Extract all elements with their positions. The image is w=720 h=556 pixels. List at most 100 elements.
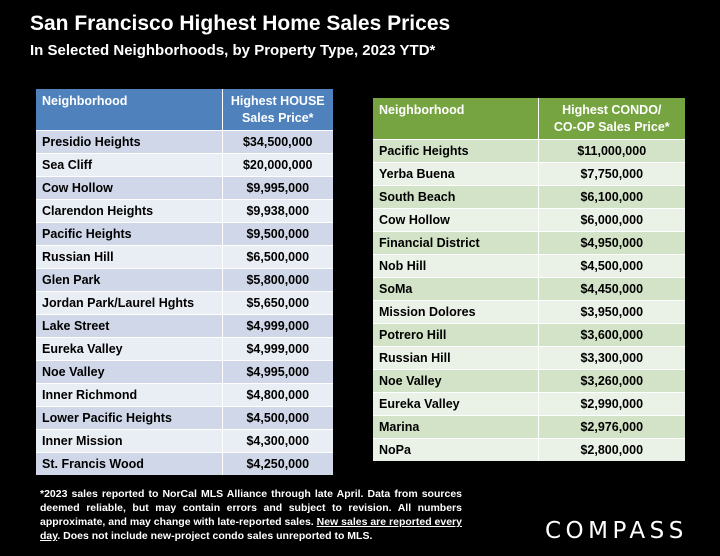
price-cell: $6,000,000 <box>537 208 685 232</box>
price-cell: $7,750,000 <box>537 162 685 186</box>
price-cell: $34,500,000 <box>221 130 333 154</box>
price-cell: $4,999,000 <box>221 314 333 338</box>
table-row: Eureka Valley $2,990,000 <box>373 392 685 416</box>
neighborhood-cell: Russian Hill <box>36 245 222 269</box>
neighborhood-cell: Glen Park <box>36 268 222 292</box>
condo-col-price-header-line2: CO-OP Sales Price* <box>553 120 670 134</box>
price-cell: $20,000,000 <box>221 153 333 177</box>
price-cell: $4,800,000 <box>221 383 333 407</box>
price-cell: $5,650,000 <box>221 291 333 315</box>
neighborhood-cell: Mission Dolores <box>373 300 538 324</box>
price-cell: $2,990,000 <box>537 392 685 416</box>
table-row: Yerba Buena $7,750,000 <box>373 162 685 186</box>
table-row: Financial District $4,950,000 <box>373 231 685 255</box>
footnote-text: *2023 sales reported to NorCal MLS Allia… <box>40 488 462 528</box>
neighborhood-cell: Inner Richmond <box>36 383 222 407</box>
table-row: Jordan Park/Laurel Hghts $5,650,000 <box>36 291 333 315</box>
price-cell: $6,100,000 <box>537 185 685 209</box>
condo-col-price-header-line1: Highest CONDO/ <box>562 103 662 117</box>
table-row: Inner Mission $4,300,000 <box>36 429 333 453</box>
price-cell: $9,938,000 <box>221 199 333 223</box>
table-row: St. Francis Wood $4,250,000 <box>36 452 333 475</box>
neighborhood-cell: Cow Hollow <box>373 208 538 232</box>
table-row: Marina $2,976,000 <box>373 415 685 439</box>
neighborhood-cell: Presidio Heights <box>36 130 222 154</box>
price-cell: $9,500,000 <box>221 222 333 246</box>
price-cell: $4,450,000 <box>537 277 685 301</box>
table-row: Clarendon Heights $9,938,000 <box>36 199 333 223</box>
table-header-row: Neighborhood Highest HOUSE Sales Price* <box>36 89 333 131</box>
neighborhood-cell: Lower Pacific Heights <box>36 406 222 430</box>
neighborhood-cell: NoPa <box>373 438 538 461</box>
price-cell: $2,976,000 <box>537 415 685 439</box>
price-cell: $5,800,000 <box>221 268 333 292</box>
price-cell: $4,999,000 <box>221 337 333 361</box>
neighborhood-cell: St. Francis Wood <box>36 452 222 475</box>
neighborhood-cell: Eureka Valley <box>36 337 222 361</box>
neighborhood-cell: Noe Valley <box>373 369 538 393</box>
price-cell: $11,000,000 <box>537 139 685 163</box>
footnote-text-end: . Does not include new-project condo sal… <box>57 530 373 542</box>
neighborhood-cell: Marina <box>373 415 538 439</box>
price-cell: $4,250,000 <box>221 452 333 475</box>
price-cell: $3,300,000 <box>537 346 685 370</box>
compass-logo: COMPASS <box>545 518 688 544</box>
neighborhood-cell: Inner Mission <box>36 429 222 453</box>
table-row: Pacific Heights $11,000,000 <box>373 139 685 163</box>
neighborhood-cell: Clarendon Heights <box>36 199 222 223</box>
neighborhood-cell: Financial District <box>373 231 538 255</box>
table-row: Mission Dolores $3,950,000 <box>373 300 685 324</box>
table-row: Cow Hollow $9,995,000 <box>36 176 333 200</box>
table-row: Noe Valley $4,995,000 <box>36 360 333 384</box>
house-col-neighborhood-header: Neighborhood <box>36 89 222 131</box>
table-row: Glen Park $5,800,000 <box>36 268 333 292</box>
table-row: Sea Cliff $20,000,000 <box>36 153 333 177</box>
table-row: NoPa $2,800,000 <box>373 438 685 461</box>
price-cell: $4,500,000 <box>537 254 685 278</box>
footnote: *2023 sales reported to NorCal MLS Allia… <box>40 487 462 543</box>
table-row: Lake Street $4,999,000 <box>36 314 333 338</box>
neighborhood-cell: Pacific Heights <box>373 139 538 163</box>
house-table-body: Presidio Heights $34,500,000 Sea Cliff $20,… <box>36 130 333 475</box>
neighborhood-cell: Yerba Buena <box>373 162 538 186</box>
neighborhood-cell: South Beach <box>373 185 538 209</box>
neighborhood-cell: Pacific Heights <box>36 222 222 246</box>
table-row: Lower Pacific Heights $4,500,000 <box>36 406 333 430</box>
neighborhood-cell: SoMa <box>373 277 538 301</box>
house-col-price-header: Highest HOUSE Sales Price* <box>221 89 333 131</box>
table-row: Russian Hill $3,300,000 <box>373 346 685 370</box>
footnote-underlined-text: New sales are reported every day <box>40 516 462 542</box>
condo-col-neighborhood-header: Neighborhood <box>373 98 538 140</box>
price-cell: $3,950,000 <box>537 300 685 324</box>
neighborhood-cell: Nob Hill <box>373 254 538 278</box>
price-cell: $9,995,000 <box>221 176 333 200</box>
neighborhood-cell: Sea Cliff <box>36 153 222 177</box>
price-cell: $3,600,000 <box>537 323 685 347</box>
condo-table-body: Pacific Heights $11,000,000 Yerba Buena $7,… <box>373 139 685 461</box>
page-subtitle: In Selected Neighborhoods, by Property T… <box>30 42 436 59</box>
price-cell: $4,995,000 <box>221 360 333 384</box>
price-cell: $4,500,000 <box>221 406 333 430</box>
neighborhood-cell: Eureka Valley <box>373 392 538 416</box>
table-row: Eureka Valley $4,999,000 <box>36 337 333 361</box>
table-row: South Beach $6,100,000 <box>373 185 685 209</box>
table-row: Russian Hill $6,500,000 <box>36 245 333 269</box>
table-row: SoMa $4,450,000 <box>373 277 685 301</box>
neighborhood-cell: Russian Hill <box>373 346 538 370</box>
table-row: Potrero Hill $3,600,000 <box>373 323 685 347</box>
condo-sales-table: Neighborhood Highest CONDO/CO-OP Sales P… <box>373 98 685 461</box>
table-header-row: Neighborhood Highest CONDO/CO-OP Sales P… <box>373 98 685 140</box>
condo-col-price-header: Highest CONDO/CO-OP Sales Price* <box>537 98 685 140</box>
neighborhood-cell: Noe Valley <box>36 360 222 384</box>
table-row: Presidio Heights $34,500,000 <box>36 130 333 154</box>
price-cell: $4,950,000 <box>537 231 685 255</box>
house-sales-table: Neighborhood Highest HOUSE Sales Price* … <box>36 89 333 475</box>
price-cell: $6,500,000 <box>221 245 333 269</box>
table-row: Pacific Heights $9,500,000 <box>36 222 333 246</box>
table-row: Nob Hill $4,500,000 <box>373 254 685 278</box>
table-row: Noe Valley $3,260,000 <box>373 369 685 393</box>
neighborhood-cell: Lake Street <box>36 314 222 338</box>
price-cell: $4,300,000 <box>221 429 333 453</box>
page-title: San Francisco Highest Home Sales Prices <box>30 12 451 35</box>
table-row: Inner Richmond $4,800,000 <box>36 383 333 407</box>
